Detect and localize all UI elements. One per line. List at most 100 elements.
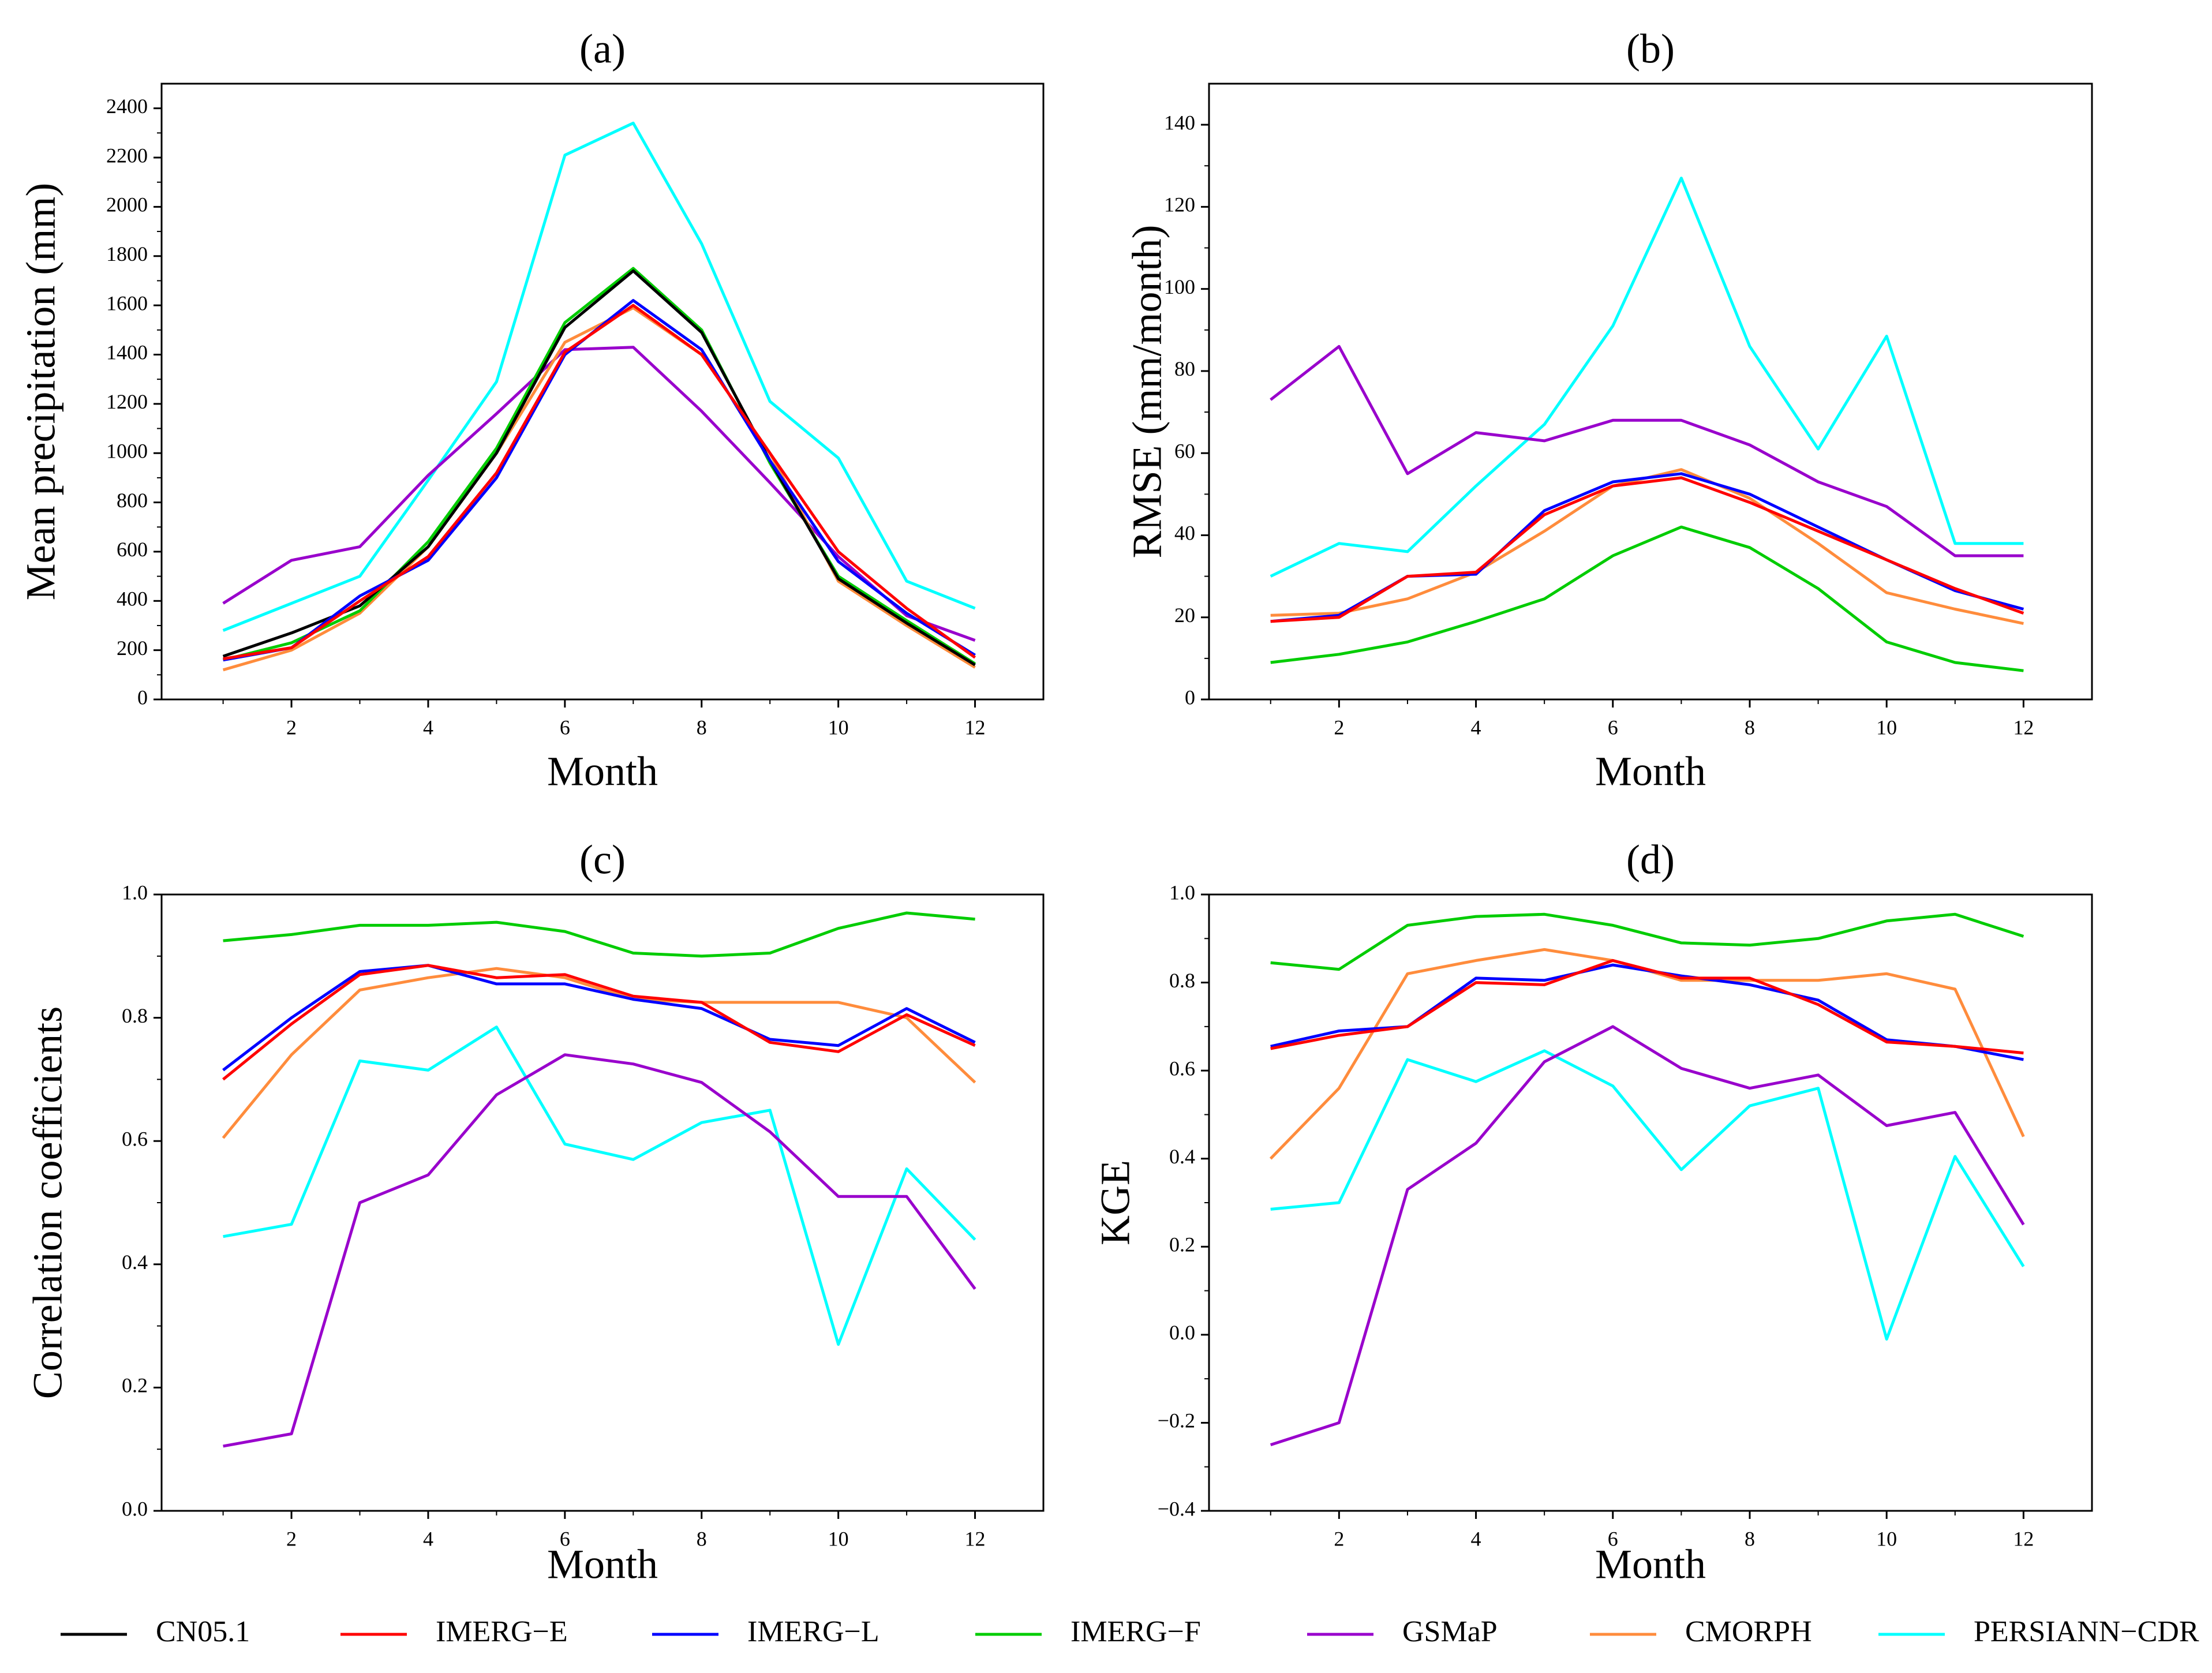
y-tick-label: 0.2 <box>1169 1233 1195 1256</box>
series-line-gsmap <box>223 1053 976 1448</box>
plot-frame <box>160 83 1045 701</box>
series-line-imerg-l <box>222 964 976 1072</box>
series-line-imerg-e <box>1270 959 2024 1055</box>
y-tick-label: 100 <box>1164 275 1195 298</box>
y-tick-label: 2400 <box>106 95 148 118</box>
y-tick-label: 0.6 <box>122 1127 148 1150</box>
y-tick-label: 1000 <box>106 439 148 462</box>
x-tick-label: 2 <box>286 716 297 739</box>
y-tick-label: 0.0 <box>122 1497 148 1520</box>
x-tick-label: 8 <box>697 1527 707 1550</box>
series-line-imerg-e <box>223 304 976 661</box>
y-tick-label: 200 <box>117 637 148 660</box>
legend-item: IMERG−L <box>652 1615 879 1648</box>
x-tick-label: 10 <box>1876 1527 1897 1550</box>
y-tick-label: 0.2 <box>122 1374 148 1397</box>
y-tick-label: 0.6 <box>1169 1057 1195 1080</box>
y-tick-label: 0.4 <box>122 1251 148 1274</box>
y-axis-label: KGE <box>1092 1160 1139 1245</box>
y-tick-label: 600 <box>117 538 148 561</box>
x-tick-label: 12 <box>965 716 986 739</box>
legend-item: GSMaP <box>1307 1615 1498 1648</box>
series-line-persiann-cdr <box>1270 1049 2025 1341</box>
x-tick-label: 4 <box>423 716 433 739</box>
plot-frame <box>1208 83 2093 701</box>
x-tick-label: 12 <box>2013 716 2034 739</box>
series-line-cmorph <box>222 967 976 1139</box>
y-tick-label: 140 <box>1164 111 1195 134</box>
y-tick-label: 1800 <box>106 242 148 265</box>
series-line-cmorph <box>1270 468 2024 625</box>
series-line-gsmap <box>222 346 976 642</box>
legend-label: PERSIANN−CDR <box>1974 1615 2199 1648</box>
panel-title: (c) <box>579 837 626 883</box>
x-axis-label: Month <box>1595 748 1706 795</box>
x-tick-label: 6 <box>560 716 570 739</box>
series-line-gsmap <box>1270 345 2024 557</box>
legend-label: IMERG−E <box>436 1615 568 1648</box>
series-line-gsmap <box>1270 1025 2025 1446</box>
y-tick-label: 40 <box>1174 522 1195 545</box>
series-line-persiann-cdr <box>222 121 976 632</box>
series-line-persiann-cdr <box>1270 177 2024 578</box>
y-tick-label: 0.0 <box>1169 1321 1195 1344</box>
y-tick-label: 1.0 <box>122 881 148 904</box>
y-tick-label: 2200 <box>106 144 148 167</box>
legend-label: CMORPH <box>1685 1615 1812 1648</box>
panel-a: (a) 0 200 400 600 800 1000 1200 1400 1600 1800 2000… <box>18 26 1045 795</box>
legend-item: CN05.1 <box>61 1615 250 1648</box>
legend-item: PERSIANN−CDR <box>1878 1615 2199 1648</box>
series-line-imerg-e <box>1270 476 2024 623</box>
x-tick-label: 12 <box>965 1527 986 1550</box>
x-tick-label: 2 <box>286 1527 297 1550</box>
y-tick-label: 60 <box>1174 439 1195 462</box>
series-line-imerg-f <box>1270 912 2024 971</box>
legend-label: IMERG−L <box>747 1615 879 1648</box>
panel-title: (d) <box>1626 837 1675 883</box>
x-axis-label: Month <box>547 748 658 795</box>
y-tick-label: 80 <box>1174 357 1195 380</box>
panel-b: (b) 0 20 40 60 80 100 120 140 2 4 6 8 10 12 Month RMSE (… <box>1124 26 2093 795</box>
y-tick-label: 400 <box>117 587 148 611</box>
legend-label: CN05.1 <box>156 1615 250 1648</box>
legend-item: IMERG−E <box>340 1615 568 1648</box>
series-line-imerg-f <box>222 267 976 665</box>
y-tick-label: 0 <box>137 686 148 709</box>
y-tick-label: 120 <box>1164 193 1195 216</box>
y-axis-label: Mean precipitation (mm) <box>18 183 64 601</box>
x-tick-label: 12 <box>2013 1527 2034 1550</box>
y-tick-label: −0.4 <box>1158 1497 1195 1520</box>
x-tick-label: 2 <box>1334 1527 1344 1550</box>
x-tick-label: 6 <box>1608 716 1618 739</box>
x-tick-label: 8 <box>1745 1527 1755 1550</box>
x-tick-label: 4 <box>423 1527 433 1550</box>
panel-d: (d) −0.4 −0.2 0.0 0.2 0.4 0.6 0.8 1.0 2 4 6 8 10 12 Mon… <box>1092 837 2093 1588</box>
legend: CN05.1 IMERG−E IMERG−L IMERG−F GSMaP CMORPH PE… <box>61 1615 2199 1648</box>
y-tick-label: 1200 <box>106 390 148 413</box>
x-tick-label: 8 <box>1745 716 1755 739</box>
panel-title: (b) <box>1626 26 1675 72</box>
y-tick-label: 1.0 <box>1169 881 1195 904</box>
y-axis-label: Correlation coefficients <box>25 1006 71 1399</box>
y-tick-label: −0.2 <box>1158 1409 1195 1432</box>
y-tick-label: 2000 <box>106 193 148 216</box>
y-axis-label: RMSE (mm/month) <box>1124 224 1170 558</box>
chart-panels: (a)0200400600800100012001400160018002000… <box>18 26 2093 1588</box>
series-line-imerg-l <box>223 299 976 662</box>
y-tick-label: 0.8 <box>122 1004 148 1027</box>
x-axis-label: Month <box>1595 1541 1706 1588</box>
y-tick-label: 1400 <box>106 341 148 364</box>
legend-label: IMERG−F <box>1071 1615 1201 1648</box>
legend-item: CMORPH <box>1590 1615 1812 1648</box>
x-tick-label: 10 <box>828 1527 849 1550</box>
y-tick-label: 20 <box>1174 604 1195 627</box>
x-tick-label: 4 <box>1471 1527 1481 1550</box>
series-line-persiann-cdr <box>223 1025 976 1346</box>
series-line-imerg-f <box>223 911 975 958</box>
y-tick-label: 1600 <box>106 291 148 315</box>
x-tick-label: 10 <box>828 716 849 739</box>
y-tick-label: 0.4 <box>1169 1145 1195 1168</box>
x-tick-label: 6 <box>1608 1527 1618 1550</box>
x-axis-label: Month <box>547 1541 658 1588</box>
